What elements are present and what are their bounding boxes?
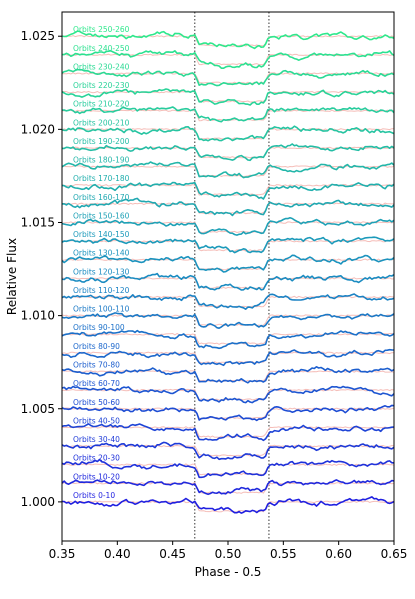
series-label: Orbits 210-220 [73,100,130,109]
model-curve [62,500,394,513]
series-line [62,125,394,142]
series-line [62,181,394,200]
series-line [62,30,394,50]
x-tick-label: 0.50 [215,547,242,561]
y-tick-label: 1.025 [21,29,55,43]
series-line [62,458,394,479]
series-line [62,441,394,461]
series-label: Orbits 100-110 [73,305,130,314]
x-tick-label: 0.35 [49,547,76,561]
series-label: Orbits 10-20 [73,472,120,481]
y-tick-label: 1.010 [21,309,55,323]
series-line [62,161,394,179]
series-line [62,106,394,123]
y-tick-label: 1.015 [21,215,55,229]
series-label: Orbits 240-250 [73,44,130,53]
x-tick-label: 0.65 [381,547,408,561]
series-line [62,68,394,87]
series-line [62,496,394,514]
series-line [62,423,394,442]
series-line [62,50,394,69]
y-tick-label: 1.020 [21,122,55,136]
series-label: Orbits 110-120 [73,286,130,295]
series-line [62,217,394,236]
series-line [62,236,394,254]
series-line [62,366,394,384]
y-axis-ticks: 1.000 1.005 1.010 1.015 1.020 1.025 [21,29,62,509]
model-curve [62,258,394,271]
x-axis-label: Phase - 0.5 [195,565,262,579]
series-line [62,404,394,422]
series-label: Orbits 120-130 [73,267,130,276]
series-label: Orbits 180-190 [73,156,130,165]
series-line [62,348,394,367]
plot-area: Orbits 0-10 Orbits 10-20 Orbits 20-30 Orbit… [62,12,394,541]
y-tick-label: 1.000 [21,495,55,509]
series-label: Orbits 220-230 [73,81,130,90]
x-axis-ticks: 0.35 0.40 0.45 0.50 0.55 0.60 0.65 [49,541,408,561]
x-tick-label: 0.45 [159,547,186,561]
x-tick-label: 0.40 [104,547,131,561]
series-line [62,385,394,404]
series-label: Orbits 200-210 [73,118,130,127]
series-line [62,272,394,291]
series-line [62,312,394,329]
series-label: Orbits 20-30 [73,454,120,463]
series-label: Orbits 250-260 [73,25,130,34]
series-label: Orbits 170-180 [73,174,130,183]
series-line [62,88,394,106]
series-label: Orbits 140-150 [73,230,130,239]
series-label: Orbits 160-170 [73,193,130,202]
series-line [62,254,394,273]
x-tick-label: 0.60 [325,547,352,561]
y-axis-label: Relative Flux [5,238,19,315]
plot-frame [61,11,395,542]
series-line [62,479,394,496]
series-line [62,143,394,162]
x-tick-label: 0.55 [270,547,297,561]
series-label: Orbits 30-40 [73,435,120,444]
series-label: Orbits 60-70 [73,379,120,388]
series-label: Orbits 230-240 [73,62,130,71]
series-label: Orbits 130-140 [73,249,130,258]
series-label: Orbits 50-60 [73,398,120,407]
series-label: Orbits 80-90 [73,342,120,351]
series-label: Orbits 190-200 [73,137,130,146]
y-tick-label: 1.005 [21,402,55,416]
series-label: Orbits 70-80 [73,360,120,369]
series-label: Orbits 150-160 [73,211,130,220]
series-label: Orbits 90-100 [73,323,125,332]
series-label: Orbits 0-10 [73,491,115,500]
model-curve [62,90,394,103]
series-label: Orbits 40-50 [73,416,120,425]
series-line [62,197,394,217]
series-line [62,329,394,350]
series-line [62,293,394,310]
